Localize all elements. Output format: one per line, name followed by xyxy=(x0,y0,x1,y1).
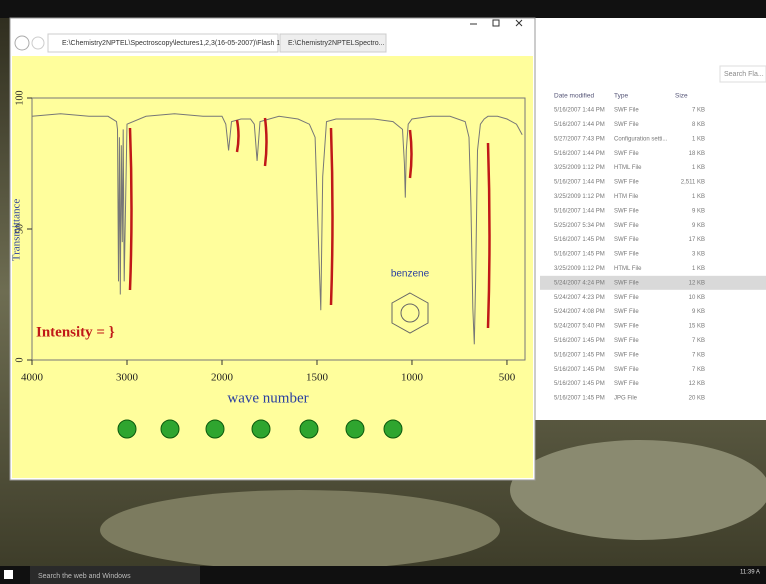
search-text: Search Fla... xyxy=(724,71,764,78)
file-cell: 20 KB xyxy=(689,396,705,402)
file-cell: SWF File xyxy=(614,280,639,286)
file-cell: SWF File xyxy=(614,295,639,301)
column-header: Type xyxy=(614,93,628,100)
file-cell: 7 KB xyxy=(692,108,705,114)
address-text: E:\Chemistry2NPTEL\Spectroscopy\lectures… xyxy=(62,40,280,47)
file-cell: HTM File xyxy=(614,194,639,200)
x-tick-label: 1500 xyxy=(306,372,329,384)
file-cell: SWF File xyxy=(614,381,639,387)
file-cell: 9 KB xyxy=(692,208,705,214)
play-button[interactable] xyxy=(161,420,179,438)
file-cell: SWF File xyxy=(614,367,639,373)
file-cell: 1 KB xyxy=(692,266,705,272)
last-button[interactable] xyxy=(384,420,402,438)
clock: 11:39 A xyxy=(740,570,760,576)
rock xyxy=(510,440,766,540)
file-cell: 5/16/2007 1:44 PM xyxy=(554,180,605,186)
file-cell: 5/16/2007 1:45 PM xyxy=(554,367,605,373)
file-cell: 1 KB xyxy=(692,194,705,200)
file-cell: 17 KB xyxy=(689,237,705,243)
file-cell: SWF File xyxy=(614,108,639,114)
x-tick-label: 2000 xyxy=(211,372,234,384)
file-cell: 2,511 KB xyxy=(681,180,705,186)
file-cell: 7 KB xyxy=(692,367,705,373)
file-cell: 5/24/2007 5:40 PM xyxy=(554,324,605,330)
file-cell: 12 KB xyxy=(689,381,705,387)
file-cell: 5/16/2007 1:44 PM xyxy=(554,151,605,157)
file-cell: 5/16/2007 1:45 PM xyxy=(554,352,605,358)
file-cell: 5/16/2007 1:44 PM xyxy=(554,122,605,128)
file-cell: 1 KB xyxy=(692,136,705,142)
file-cell: 5/16/2007 1:45 PM xyxy=(554,381,605,387)
x-tick-label: 4000 xyxy=(21,372,44,384)
file-cell: 12 KB xyxy=(689,280,705,286)
file-cell: SWF File xyxy=(614,252,639,258)
rock xyxy=(100,490,500,570)
file-cell: 5/16/2007 1:45 PM xyxy=(554,252,605,258)
file-cell: 5/24/2007 4:08 PM xyxy=(554,309,605,315)
file-cell: 5/27/2007 7:43 PM xyxy=(554,136,605,142)
stop-button[interactable] xyxy=(252,420,270,438)
file-cell: 3 KB xyxy=(692,252,705,258)
compound-label: benzene xyxy=(391,269,430,280)
file-cell: SWF File xyxy=(614,352,639,358)
file-cell: 5/16/2007 1:45 PM xyxy=(554,237,605,243)
file-cell: 10 KB xyxy=(689,295,705,301)
file-cell: SWF File xyxy=(614,324,639,330)
rewind-button[interactable] xyxy=(300,420,318,438)
file-cell: Configuration setti... xyxy=(614,136,668,142)
top-strip xyxy=(0,0,766,18)
file-cell: JPG File xyxy=(614,396,638,402)
file-cell: 5/16/2007 1:44 PM xyxy=(554,108,605,114)
file-cell: 5/25/2007 5:34 PM xyxy=(554,223,605,229)
file-cell: 8 KB xyxy=(692,122,705,128)
file-cell: 5/16/2007 1:45 PM xyxy=(554,338,605,344)
file-cell: 1 KB xyxy=(692,165,705,171)
y-tick-label: 0 xyxy=(14,358,25,363)
file-cell: SWF File xyxy=(614,237,639,243)
file-cell: 5/24/2007 4:23 PM xyxy=(554,295,605,301)
start-button[interactable] xyxy=(4,570,13,579)
x-axis-label: wave number xyxy=(227,390,308,406)
file-cell: 5/16/2007 1:45 PM xyxy=(554,396,605,402)
taskbar-search-text: Search the web and Windows xyxy=(38,573,131,580)
pause-button[interactable] xyxy=(206,420,224,438)
file-cell: 3/25/2009 1:12 PM xyxy=(554,165,605,171)
y-tick-label: 100 xyxy=(14,91,25,106)
annotation: Intensity = } xyxy=(36,324,115,340)
flash-content xyxy=(12,56,533,478)
first-button[interactable] xyxy=(118,420,136,438)
file-cell: 7 KB xyxy=(692,338,705,344)
file-cell: 7 KB xyxy=(692,352,705,358)
file-cell: SWF File xyxy=(614,338,639,344)
file-cell: 15 KB xyxy=(689,324,705,330)
file-cell: SWF File xyxy=(614,180,639,186)
column-header: Date modified xyxy=(554,93,594,100)
file-cell: HTML File xyxy=(614,165,642,171)
screen: Search Fla... E:\Chemistry2NPTEL\Spectro… xyxy=(0,0,766,584)
file-cell: 5/24/2007 4:24 PM xyxy=(554,280,605,286)
file-cell: 9 KB xyxy=(692,309,705,315)
file-cell: 18 KB xyxy=(689,151,705,157)
x-tick-label: 3000 xyxy=(116,372,139,384)
column-header: Size xyxy=(675,93,688,100)
file-cell: SWF File xyxy=(614,223,639,229)
file-cell: 3/25/2009 1:12 PM xyxy=(554,266,605,272)
file-cell: SWF File xyxy=(614,208,639,214)
x-tick-label: 1000 xyxy=(401,372,424,384)
file-cell: 5/16/2007 1:44 PM xyxy=(554,208,605,214)
page: Search Fla... E:\Chemistry2NPTEL\Spectro… xyxy=(0,0,766,584)
tab-text: E:\Chemistry2NPTELSpectro... xyxy=(288,40,385,47)
file-cell: SWF File xyxy=(614,151,639,157)
file-cell: 9 KB xyxy=(692,223,705,229)
forward-button[interactable] xyxy=(346,420,364,438)
file-cell: SWF File xyxy=(614,309,639,315)
y-axis-label: Transmittance xyxy=(11,199,23,262)
x-tick-label: 500 xyxy=(499,372,516,384)
file-cell: 3/25/2009 1:12 PM xyxy=(554,194,605,200)
file-cell: SWF File xyxy=(614,122,639,128)
file-cell: HTML File xyxy=(614,266,642,272)
